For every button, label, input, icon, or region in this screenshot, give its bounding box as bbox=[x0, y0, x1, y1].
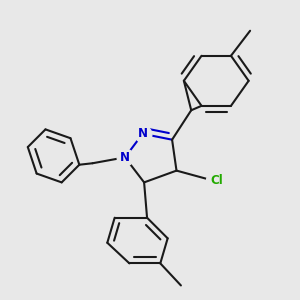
Text: N: N bbox=[120, 151, 130, 164]
Text: Cl: Cl bbox=[211, 174, 224, 188]
Text: N: N bbox=[138, 127, 148, 140]
